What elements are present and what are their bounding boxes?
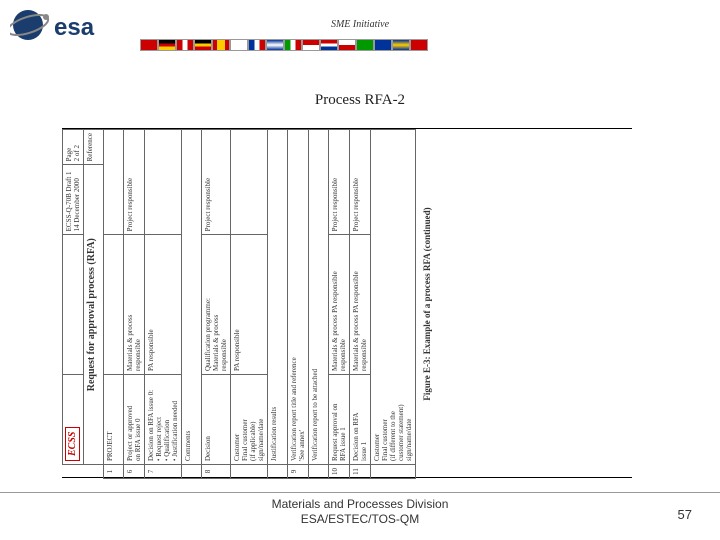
footer-division: Materials and Processes Division xyxy=(0,497,720,513)
process-title: Process RFA-2 xyxy=(0,92,720,109)
sme-initiative-label: SME Initiative xyxy=(0,19,720,30)
flag-icon xyxy=(356,39,374,51)
flag-icon xyxy=(410,39,428,51)
form-document: ECSS ECSS-Q-70B Draft 1 14 December 2000… xyxy=(62,128,632,478)
table-row: 1PROJECT xyxy=(104,130,124,479)
rfa-form-table: ECSS ECSS-Q-70B Draft 1 14 December 2000… xyxy=(62,129,416,479)
flag-icon xyxy=(374,39,392,51)
doc-ref: ECSS-Q-70B Draft 1 14 December 2000 xyxy=(63,165,84,235)
flag-icon xyxy=(266,39,284,51)
flag-icon xyxy=(338,39,356,51)
table-row: Customer Final customer (if different to… xyxy=(371,130,416,479)
page-number: 57 xyxy=(678,507,692,522)
table-row: 6Project or approved on RFA issue 0Mater… xyxy=(124,130,145,479)
reference-label: Reference xyxy=(84,130,104,165)
footer-org: ESA/ESTEC/TOS-QM xyxy=(0,512,720,528)
flag-icon xyxy=(212,39,230,51)
flag-icon xyxy=(392,39,410,51)
form-heading: Request for approval process (RFA) xyxy=(84,165,104,465)
ecss-logo: ECSS xyxy=(65,427,80,461)
table-row: 10Request approval on RFA issue 1Materia… xyxy=(329,130,350,479)
table-row: Customer Final customer (if applicable) … xyxy=(231,130,268,479)
table-row: 11Decision on RFA issue 1Materials & pro… xyxy=(350,130,371,479)
page-info: Page 2 of 2 xyxy=(63,130,84,165)
flag-icon xyxy=(194,39,212,51)
flag-icon xyxy=(284,39,302,51)
flag-icon xyxy=(158,39,176,51)
header: esa SME Initiative xyxy=(0,5,720,53)
flag-icon xyxy=(230,39,248,51)
table-row: Justification results xyxy=(268,130,288,479)
flag-icon xyxy=(302,39,320,51)
table-row: Comments xyxy=(182,130,202,479)
flag-icon xyxy=(176,39,194,51)
figure-caption: Figure E-3: Example of a process RFA (co… xyxy=(416,129,432,479)
flags-row xyxy=(140,39,428,51)
table-row: 9Verification report title and reference… xyxy=(288,130,309,479)
footer: Materials and Processes Division ESA/EST… xyxy=(0,492,720,528)
flag-icon xyxy=(320,39,338,51)
table-row: 8DecisionQualification programme: Materi… xyxy=(202,130,231,479)
flag-icon xyxy=(248,39,266,51)
table-row: Verification report to be attached xyxy=(309,130,329,479)
table-row: 7Decision on RFA issue 0: • Request reje… xyxy=(145,130,182,479)
flag-icon xyxy=(140,39,158,51)
